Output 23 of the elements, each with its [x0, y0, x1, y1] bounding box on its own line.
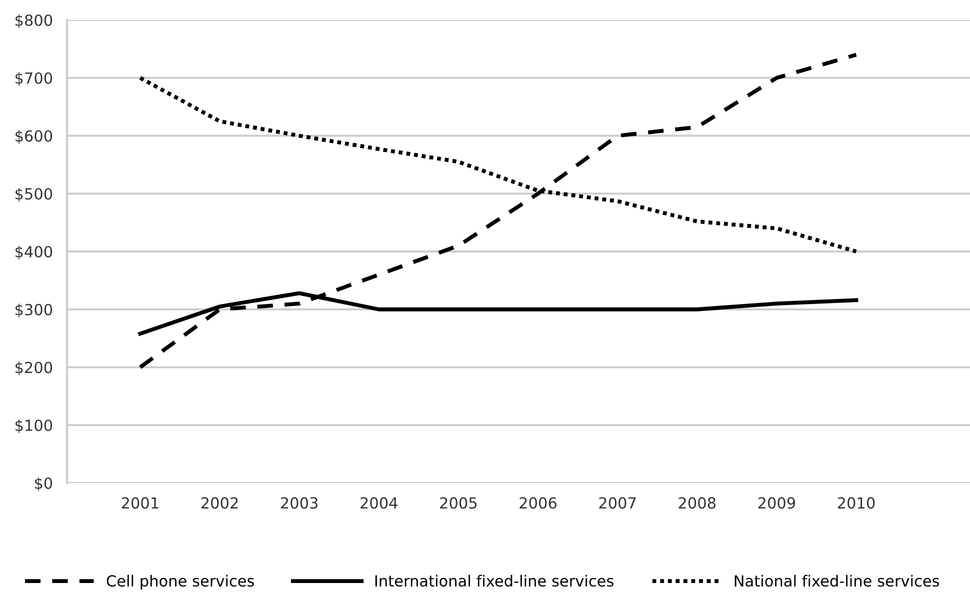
y-tick-label: $600 — [15, 130, 52, 144]
y-tick-label: $500 — [15, 188, 52, 202]
y-tick-label: $200 — [15, 361, 52, 376]
y-tick-label: $0 — [34, 477, 52, 492]
x-tick-label: 2001 — [122, 497, 158, 509]
y-tick-label: $700 — [15, 72, 52, 86]
line-series — [138, 52, 858, 370]
y-tick-label: $100 — [15, 419, 52, 434]
x-tick-label: 2002 — [201, 497, 238, 509]
x-tick-label: 2005 — [440, 497, 477, 509]
legend-label: Cell phone services — [106, 574, 254, 590]
x-tick-label: 2004 — [360, 497, 398, 509]
y-tick-label: $400 — [15, 246, 52, 260]
x-tick-label: 2010 — [838, 497, 875, 509]
legend-label: National fixed-line services — [734, 574, 940, 587]
x-tick-label: 2007 — [599, 497, 636, 509]
y-tick-label: $300 — [15, 304, 52, 318]
legend-label: International fixed-line services — [375, 574, 614, 587]
y-tick-label: $800 — [15, 14, 52, 28]
x-tick-label: 2008 — [678, 497, 716, 509]
x-tick-label: 2006 — [520, 497, 556, 509]
x-tick-label: 2009 — [758, 497, 796, 509]
x-tick-label: 2003 — [280, 497, 318, 509]
